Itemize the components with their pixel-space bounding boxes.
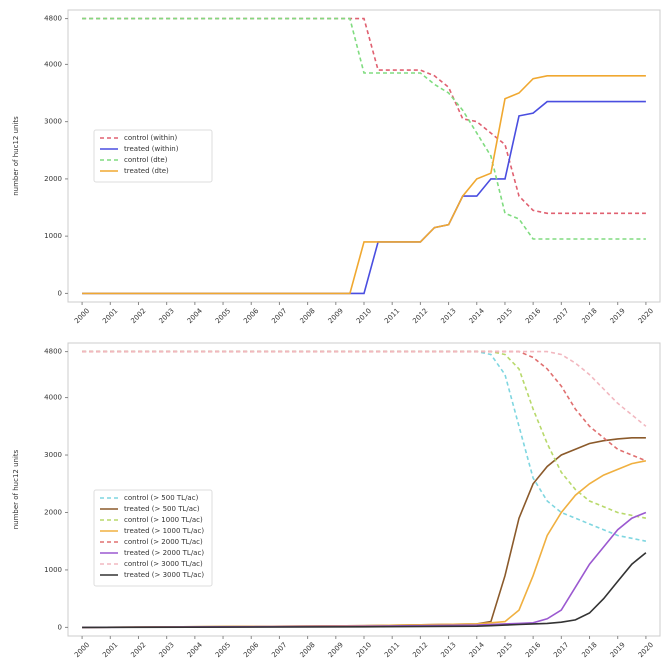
x-tick-label: 2014: [468, 306, 487, 325]
series-line: [82, 17, 646, 240]
x-tick-label: 2003: [158, 641, 176, 659]
legend-label: treated (> 500 TL/ac): [124, 505, 200, 513]
x-tick-label: 2015: [496, 307, 514, 325]
x-tick-label: 2003: [158, 307, 176, 325]
x-tick-label: 2001: [101, 641, 119, 659]
x-tick-label: 2019: [609, 641, 627, 659]
x-tick-label: 2008: [298, 307, 316, 325]
y-tick-label: 1000: [44, 232, 62, 240]
x-tick-label: 2007: [270, 307, 288, 325]
legend: control (within) treated (within) control …: [93, 129, 213, 183]
x-tick-label: 2020: [637, 307, 655, 325]
legend-label: control (> 3000 TL/ac): [124, 560, 203, 568]
y-tick-label: 4000: [44, 60, 62, 68]
legend-label: treated (> 1000 TL/ac): [124, 527, 204, 535]
x-tick-label: 2000: [73, 307, 91, 325]
x-tick-label: 2016: [524, 640, 543, 659]
series-line: [82, 350, 647, 542]
legend-label: control (> 500 TL/ac): [124, 494, 199, 502]
series-line: [82, 511, 647, 629]
x-tick-label: 2012: [411, 641, 429, 659]
series-line: [82, 350, 647, 462]
x-tick-label: 2001: [101, 307, 119, 325]
x-tick-label: 2005: [214, 641, 232, 659]
y-tick-label: 4800: [44, 348, 62, 356]
legend-label: control (dte): [124, 156, 168, 164]
x-tick-label: 2017: [552, 307, 570, 325]
legend-label: treated (within): [124, 145, 179, 153]
legend-label: treated (> 2000 TL/ac): [124, 549, 204, 557]
y-tick-label: 2000: [44, 508, 62, 516]
x-tick-label: 2013: [439, 641, 457, 659]
y-tick-label: 0: [58, 289, 62, 297]
series-line: [82, 350, 647, 427]
x-tick-label: 2002: [129, 641, 147, 659]
y-tick-label: 1000: [44, 566, 62, 574]
legend-label: control (> 1000 TL/ac): [124, 516, 203, 524]
y-axis-label: number of huc12 units: [12, 116, 20, 196]
x-tick-label: 2000: [73, 641, 91, 659]
x-tick-label: 2009: [327, 307, 345, 325]
x-tick-label: 2007: [270, 641, 288, 659]
legend-label: control (within): [124, 134, 177, 142]
y-tick-label: 4800: [44, 15, 62, 23]
y-axis-label: number of huc12 units: [12, 449, 20, 529]
legend: control (> 500 TL/ac) treated (> 500 TL/a…: [93, 489, 213, 587]
x-tick-label: 2006: [242, 640, 261, 659]
series-line: [82, 460, 647, 629]
x-tick-label: 2006: [242, 306, 261, 325]
x-tick-label: 2011: [383, 307, 401, 325]
legend-box: [93, 129, 213, 183]
x-tick-label: 2012: [411, 307, 429, 325]
x-tick-label: 2010: [355, 307, 373, 325]
y-tick-label: 3000: [44, 118, 62, 126]
x-tick-label: 2019: [609, 307, 627, 325]
x-tick-label: 2020: [637, 641, 655, 659]
series-line: [82, 75, 646, 295]
legend-box: [93, 489, 213, 587]
x-tick-label: 2008: [298, 641, 316, 659]
x-tick-label: 2016: [524, 306, 543, 325]
x-tick-label: 2005: [214, 307, 232, 325]
x-tick-label: 2015: [496, 641, 514, 659]
x-tick-label: 2009: [327, 641, 345, 659]
series-line: [82, 17, 646, 215]
legend-label: treated (dte): [124, 167, 169, 175]
legend-label: control (> 2000 TL/ac): [124, 538, 203, 546]
y-tick-label: 4000: [44, 394, 62, 402]
x-tick-label: 2018: [580, 307, 598, 325]
x-tick-label: 2002: [129, 307, 147, 325]
x-tick-label: 2004: [186, 640, 205, 659]
x-tick-label: 2014: [468, 640, 487, 659]
x-tick-label: 2018: [580, 641, 598, 659]
series-line: [82, 552, 647, 629]
legend-label: treated (> 3000 TL/ac): [124, 571, 204, 579]
y-tick-label: 3000: [44, 451, 62, 459]
x-tick-label: 2013: [439, 307, 457, 325]
x-tick-label: 2010: [355, 641, 373, 659]
y-tick-label: 2000: [44, 175, 62, 183]
x-tick-label: 2017: [552, 641, 570, 659]
x-tick-label: 2011: [383, 641, 401, 659]
y-tick-label: 0: [58, 623, 62, 631]
x-tick-label: 2004: [186, 306, 205, 325]
